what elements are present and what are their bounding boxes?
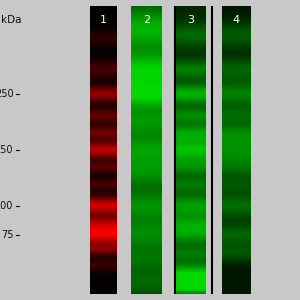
Text: 75: 75 <box>1 230 13 240</box>
Text: kDa: kDa <box>1 15 21 25</box>
Text: 100: 100 <box>0 201 14 211</box>
Text: 3: 3 <box>187 15 194 25</box>
Text: 4: 4 <box>232 15 239 25</box>
Text: 1: 1 <box>100 15 107 25</box>
Text: 250: 250 <box>0 89 14 99</box>
Text: 150: 150 <box>0 145 14 155</box>
Text: 2: 2 <box>143 15 150 25</box>
